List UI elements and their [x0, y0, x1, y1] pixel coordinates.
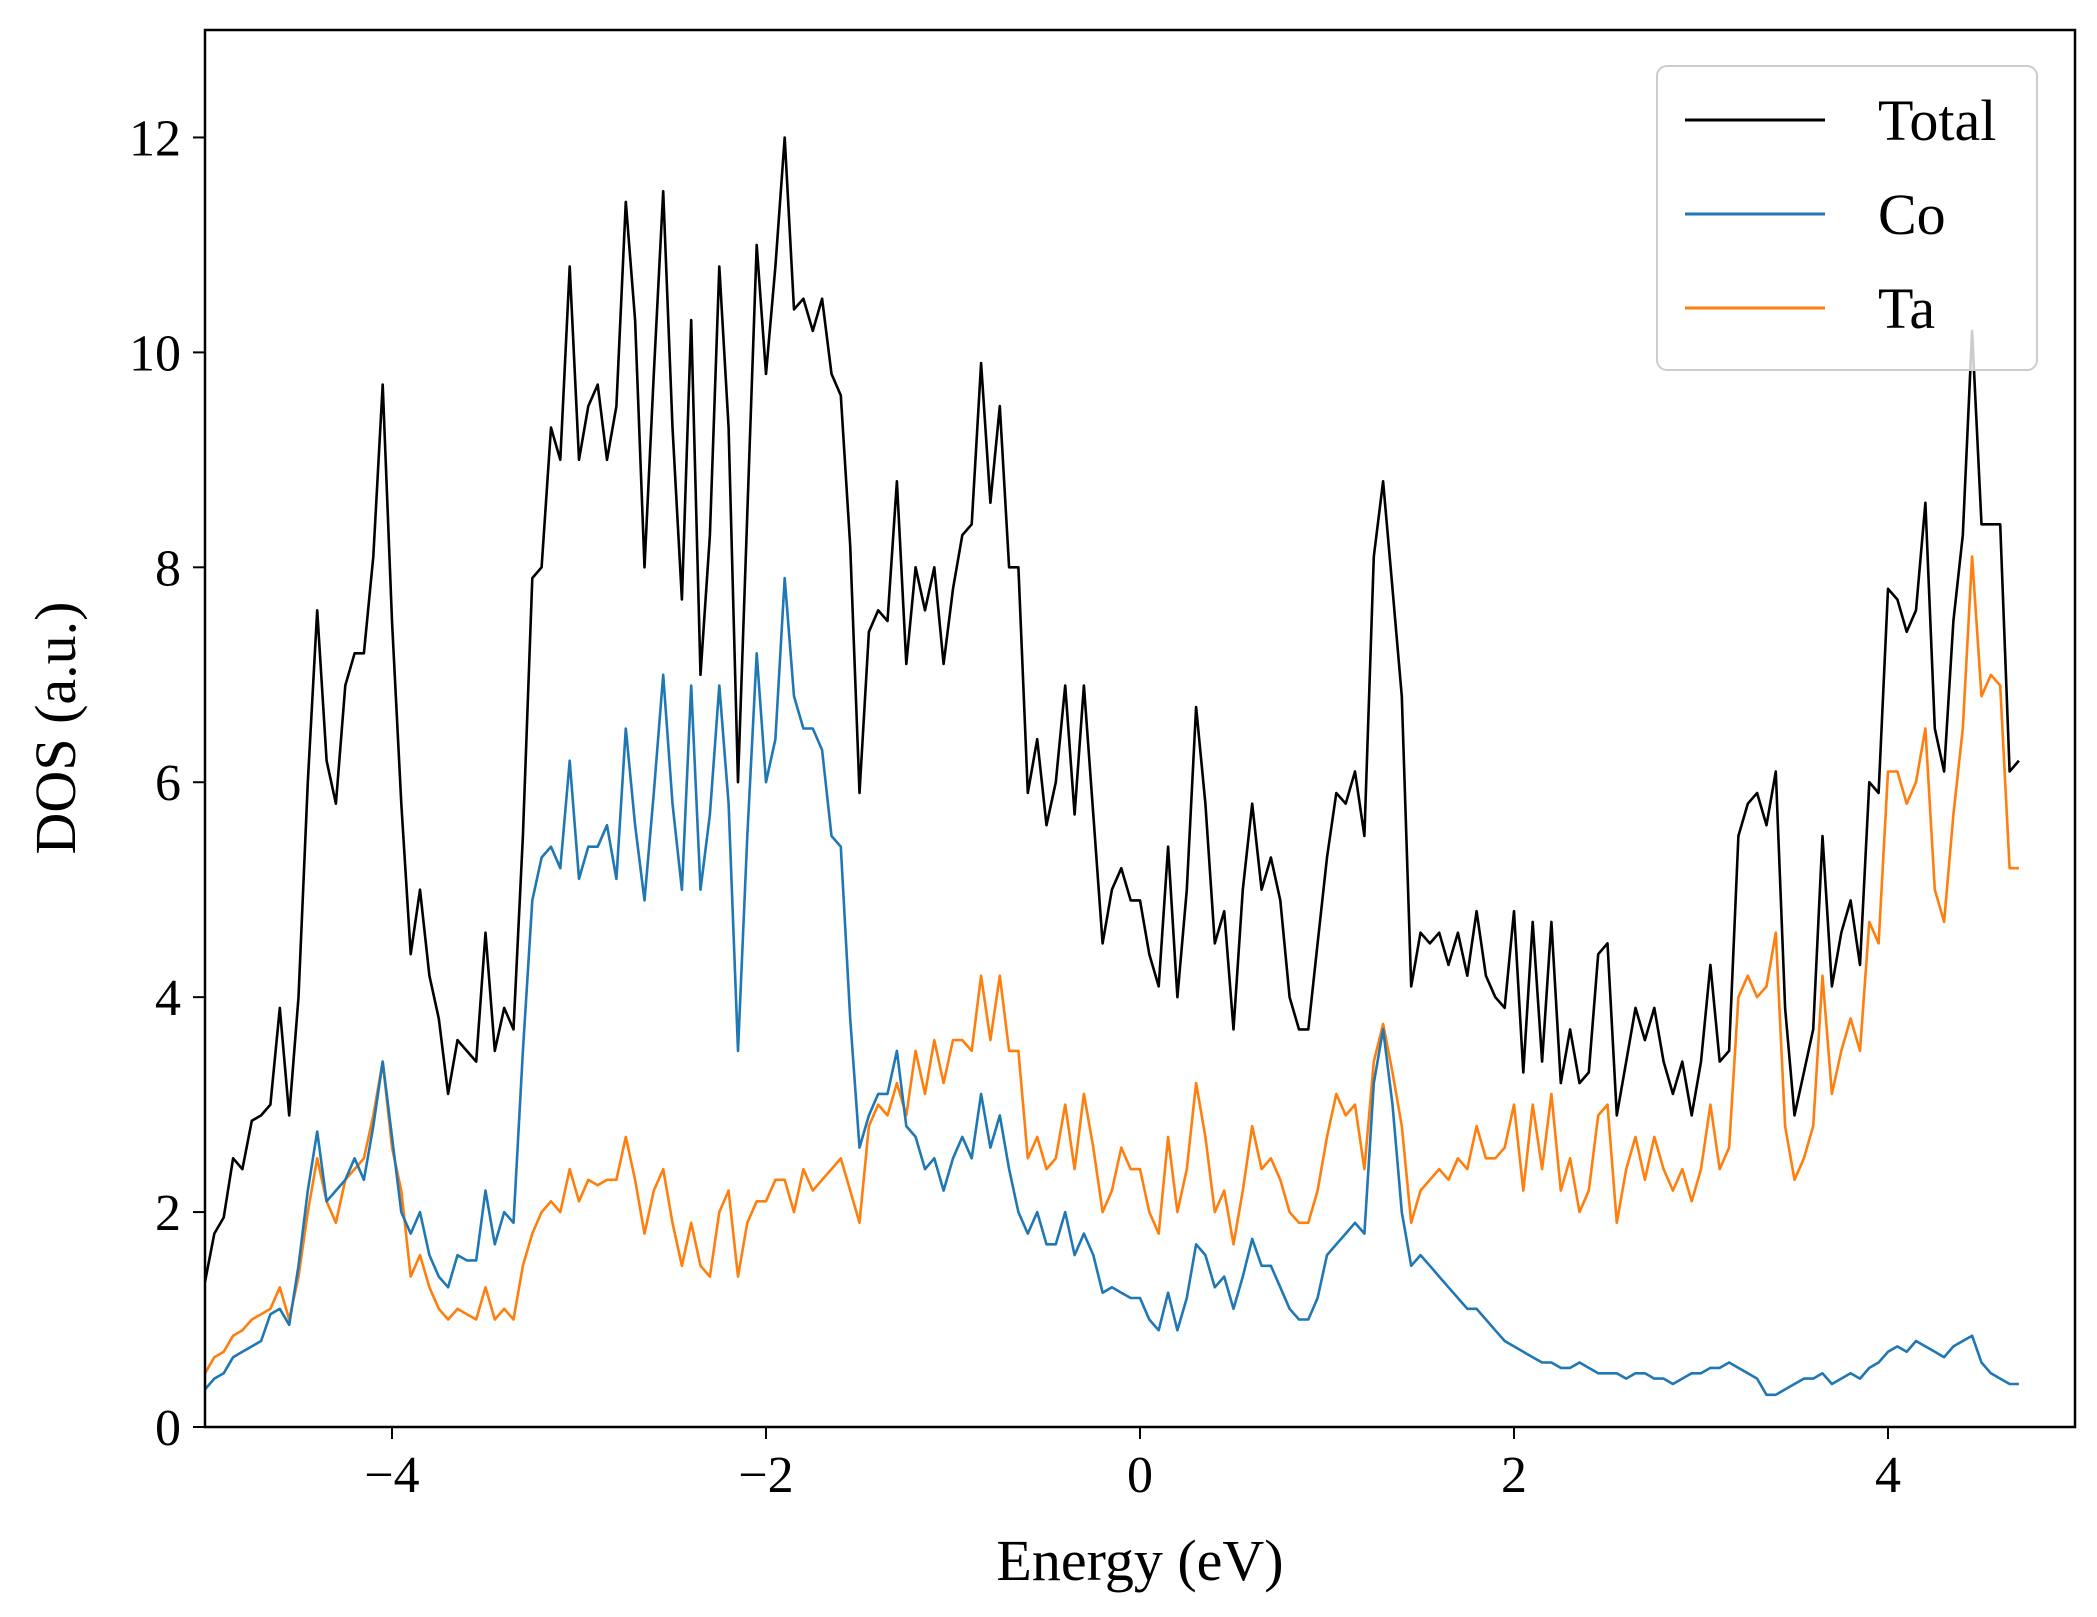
- y-tick-label: 12: [129, 110, 181, 167]
- x-tick-label: 4: [1875, 1447, 1901, 1504]
- x-tick-label: −2: [738, 1447, 793, 1504]
- x-tick-label: −4: [364, 1447, 419, 1504]
- x-tick-label: 2: [1501, 1447, 1527, 1504]
- y-tick-label: 2: [155, 1185, 181, 1242]
- legend: Total Co Ta: [1656, 65, 2038, 371]
- legend-box: [1656, 65, 2038, 371]
- y-tick-label: 10: [129, 325, 181, 382]
- legend-label-ta: Ta: [1878, 276, 1935, 341]
- y-tick-label: 4: [155, 970, 181, 1027]
- y-tick-label: 0: [155, 1400, 181, 1457]
- x-axis: −4 −2 0 2 4: [364, 1427, 1901, 1504]
- x-tick-label: 0: [1127, 1447, 1153, 1504]
- legend-label-co: Co: [1878, 182, 1946, 247]
- y-axis: 0 2 4 6 8 10 12: [129, 110, 205, 1457]
- y-axis-title: DOS (a.u.): [23, 602, 88, 855]
- series-line-total: [205, 136, 2020, 1283]
- x-axis-title: Energy (eV): [996, 1528, 1283, 1593]
- legend-items: Total Co Ta: [1685, 88, 1996, 341]
- y-tick-label: 6: [155, 755, 181, 812]
- series-layer: [205, 136, 2020, 1397]
- series-line-co: [205, 576, 2019, 1397]
- series-line-ta: [205, 555, 2019, 1374]
- y-tick-label: 8: [155, 540, 181, 597]
- legend-label-total: Total: [1878, 88, 1996, 153]
